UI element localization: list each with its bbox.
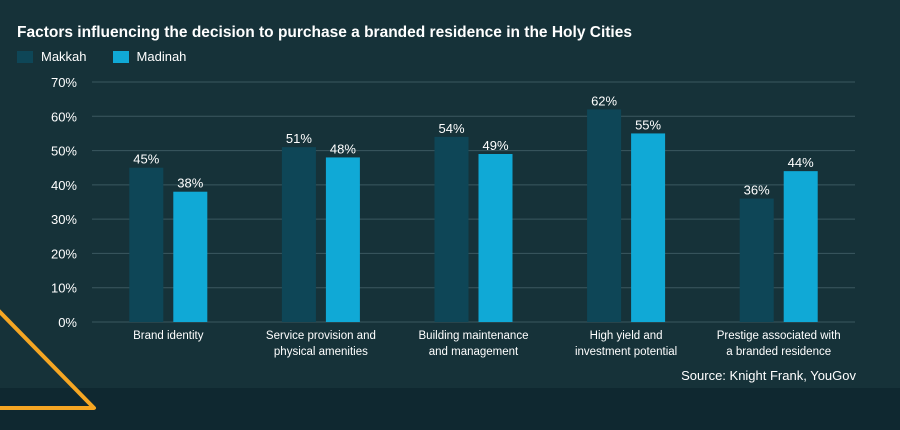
bar-chart: 70% 60% 50% 40% 30% 20% 10% 0% 45% 38% Brand ident…	[51, 75, 855, 358]
x-tick-label: Brand identity	[133, 330, 204, 342]
legend-swatch-madinah	[112, 50, 129, 63]
y-tick-label: 50%	[51, 144, 77, 159]
legend-item-makkah: Makkah	[17, 49, 87, 64]
y-tick-label: 20%	[51, 246, 77, 261]
bar-makkah	[587, 109, 622, 322]
bar-madinah	[173, 191, 208, 322]
legend: Makkah Madinah	[17, 49, 212, 64]
x-tick-label: Service provision and	[266, 330, 376, 342]
source-note: Source: Knight Frank, YouGov	[681, 368, 856, 383]
y-tick-label: 30%	[51, 212, 77, 227]
x-tick-label: High yield and	[590, 330, 663, 342]
y-tick-label: 10%	[51, 281, 77, 296]
data-label-makkah: 45%	[133, 152, 159, 167]
data-label-madinah: 44%	[788, 155, 814, 170]
x-tick-label: physical amenities	[274, 346, 368, 358]
bar-madinah	[478, 154, 513, 322]
y-tick-label: 70%	[51, 75, 77, 90]
legend-swatch-makkah	[17, 50, 33, 63]
chart-title: Factors influencing the decision to purc…	[17, 24, 632, 41]
data-label-makkah: 51%	[286, 131, 312, 146]
bar-madinah	[325, 157, 360, 322]
y-tick-label: 60%	[51, 109, 77, 124]
bar-makkah	[434, 136, 469, 322]
y-tick-label: 40%	[51, 178, 77, 193]
y-tick-label: 0%	[58, 315, 77, 330]
legend-label-makkah: Makkah	[41, 49, 87, 64]
x-tick-label: a branded residence	[726, 346, 831, 358]
data-label-makkah: 36%	[744, 183, 770, 198]
data-label-makkah: 62%	[591, 93, 617, 108]
x-tick-label: and management	[429, 346, 519, 358]
data-label-madinah: 49%	[482, 138, 508, 153]
bar-madinah	[631, 133, 666, 322]
data-label-madinah: 48%	[330, 141, 356, 156]
legend-label-madinah: Madinah	[136, 49, 187, 64]
bar-makkah	[281, 147, 316, 322]
data-label-makkah: 54%	[438, 121, 464, 136]
bar-madinah	[783, 171, 818, 322]
bar-makkah	[129, 167, 164, 322]
bar-makkah	[739, 198, 774, 322]
x-tick-label: Building maintenance	[419, 330, 529, 342]
legend-item-madinah: Madinah	[112, 49, 187, 64]
x-tick-label: investment potential	[575, 346, 677, 358]
data-label-madinah: 55%	[635, 117, 661, 132]
data-label-madinah: 38%	[177, 176, 203, 191]
x-tick-label: Prestige associated with	[717, 330, 841, 342]
